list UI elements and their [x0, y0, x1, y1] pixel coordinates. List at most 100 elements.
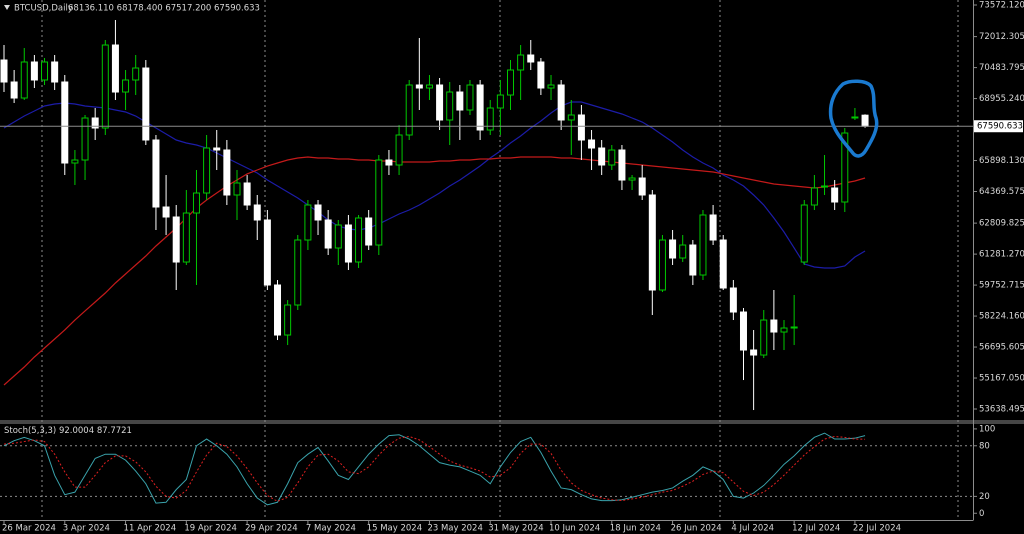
candle-body — [101, 44, 109, 129]
x-tick-label: 10 Jun 2024 — [549, 524, 600, 534]
candle-body — [385, 159, 393, 166]
candle-body — [466, 84, 474, 111]
candle-body — [243, 182, 251, 206]
candle-body — [324, 219, 332, 249]
candle-body — [810, 187, 818, 206]
x-tick-label: 23 May 2024 — [427, 524, 482, 534]
last-price-box — [974, 120, 1023, 133]
candle-body — [821, 185, 829, 188]
candle-body — [223, 149, 231, 196]
candle-body — [638, 177, 646, 196]
candle-body — [122, 79, 130, 93]
candle-body — [669, 239, 677, 259]
y-tick-label: 58224.160 — [979, 312, 1024, 322]
candle-body — [648, 194, 656, 291]
y-tick-label: 64369.575 — [979, 187, 1024, 197]
candle-body — [405, 84, 413, 136]
candle-body — [598, 147, 606, 166]
y-tick-label: 61281.270 — [979, 250, 1024, 260]
y-tick-label: 73572.120 — [979, 1, 1024, 11]
candle-body — [719, 239, 727, 289]
moving-average — [3, 156, 866, 386]
indicator-name: Stoch(5,3,3) — [4, 426, 56, 436]
candle-body — [10, 81, 18, 99]
candle-body — [476, 84, 484, 131]
candle-body — [800, 204, 808, 263]
x-tick-label: 12 Jul 2024 — [792, 524, 840, 534]
y-tick-label: 0 — [979, 509, 984, 519]
candle-body — [679, 244, 687, 259]
candle-body — [547, 84, 555, 89]
candle-body — [365, 217, 373, 246]
indicator-title: Stoch(5,3,3) 92.0004 87.7721 — [4, 426, 132, 436]
x-tick-label: 19 Apr 2024 — [184, 524, 237, 534]
candle-body — [557, 84, 565, 121]
x-tick-label: 15 May 2024 — [367, 524, 422, 534]
candle-body — [507, 69, 514, 96]
y-tick-label: 72012.305 — [979, 32, 1024, 42]
y-tick-label: 56695.605 — [979, 343, 1024, 353]
candle-body — [456, 91, 464, 111]
candle-body — [486, 107, 494, 131]
candle-body — [567, 114, 575, 121]
candle-body — [182, 212, 190, 263]
candle-body — [284, 304, 292, 336]
candle-body — [527, 54, 535, 63]
x-tick-label: 26 Mar 2024 — [2, 524, 56, 534]
candle-body — [0, 59, 8, 83]
collapse-icon[interactable] — [4, 5, 10, 10]
candle-body — [628, 177, 636, 181]
candle-body — [253, 204, 261, 221]
candle-body — [436, 84, 444, 121]
candle-body — [355, 217, 363, 263]
candle-body — [152, 139, 160, 208]
candle-body — [425, 84, 433, 89]
candle-body — [334, 224, 342, 249]
candle-body — [760, 319, 768, 356]
indicator-value: 87.7721 — [97, 426, 132, 436]
highlight-annotation — [828, 79, 879, 158]
candle-body — [739, 311, 747, 351]
candle-body — [780, 327, 788, 333]
candle-body — [132, 67, 140, 81]
candle-body — [861, 114, 869, 127]
y-tick-label: 70483.795 — [979, 63, 1024, 73]
candle-body — [577, 114, 585, 141]
candle-body — [608, 149, 616, 166]
candle-body — [294, 239, 302, 306]
candle-body — [729, 287, 737, 313]
y-tick-label: 68955.240 — [979, 94, 1024, 104]
candle-body — [496, 94, 504, 109]
candle-body — [395, 134, 403, 166]
candle-body — [841, 132, 849, 203]
x-tick-label: 22 Jul 2024 — [853, 524, 901, 534]
candle-body — [71, 159, 79, 164]
y-tick-label: 65898.130 — [979, 156, 1024, 166]
candle-body — [30, 61, 38, 81]
y-tick-label: 80 — [979, 441, 990, 451]
x-tick-label: 26 Jun 2024 — [671, 524, 722, 534]
candle-body — [689, 244, 697, 276]
x-tick-label: 18 Jun 2024 — [610, 524, 661, 534]
candle-body — [91, 117, 99, 129]
candle-body — [344, 224, 352, 263]
candle-body — [162, 206, 170, 218]
candle-body — [203, 147, 211, 194]
x-tick-label: 7 May 2024 — [306, 524, 356, 534]
y-tick-label: 100 — [979, 424, 995, 434]
candle-body — [537, 61, 545, 89]
indicator-value: 92.0004 — [59, 426, 94, 436]
candle-body — [81, 117, 89, 161]
candle-body — [263, 219, 271, 286]
candle-body — [304, 204, 312, 241]
candle-body — [375, 159, 383, 246]
candle-body — [770, 319, 778, 333]
candle-body — [51, 61, 59, 83]
candle-body — [831, 187, 839, 203]
x-tick-label: 11 Apr 2024 — [124, 524, 177, 534]
candle-body — [618, 149, 626, 181]
indicator-line — [3, 432, 866, 506]
candle-body — [851, 116, 859, 119]
candle-body — [709, 214, 717, 241]
